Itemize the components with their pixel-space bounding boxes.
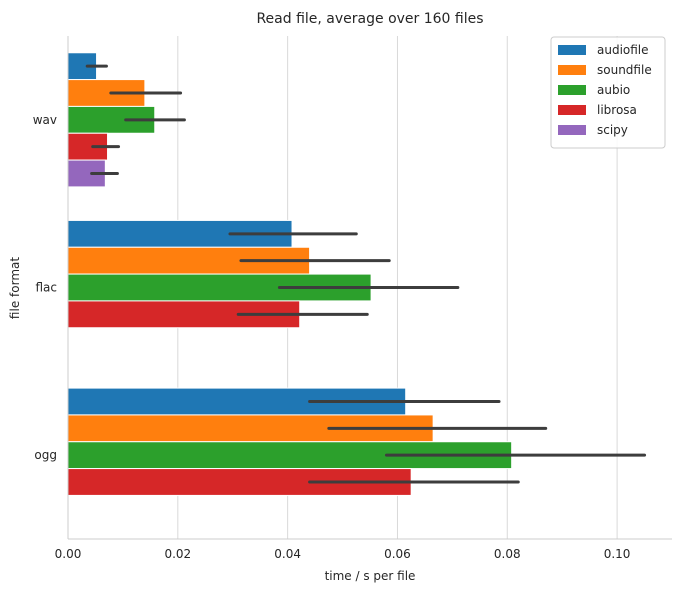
x-tick-label: 0.06 <box>384 547 411 561</box>
error-bars <box>85 64 647 484</box>
y-axis-label: file format <box>8 257 22 319</box>
y-tick-label: wav <box>33 113 57 127</box>
legend-label-aubio: aubio <box>597 83 630 97</box>
axes <box>67 36 672 540</box>
legend-swatch-aubio <box>558 85 586 95</box>
legend-swatch-soundfile <box>558 65 586 75</box>
x-axis-label: time / s per file <box>325 569 416 583</box>
chart-title: Read file, average over 160 files <box>256 11 483 27</box>
legend-label-audiofile: audiofile <box>597 43 649 57</box>
y-tick-labels: wav flac ogg <box>33 113 57 462</box>
legend-swatch-audiofile <box>558 45 586 55</box>
x-tick-label: 0.02 <box>164 547 191 561</box>
legend: audiofile soundfile aubio librosa scipy <box>550 36 666 149</box>
legend-label-librosa: librosa <box>597 103 637 117</box>
legend-box <box>550 36 666 149</box>
legend-items: audiofile soundfile aubio librosa scipy <box>558 43 652 137</box>
y-tick-label: flac <box>35 281 57 295</box>
x-tick-labels: 0.00 0.02 0.04 0.06 0.08 0.10 <box>55 547 631 561</box>
legend-label-scipy: scipy <box>597 123 628 137</box>
legend-label-soundfile: soundfile <box>597 63 652 77</box>
x-tick-label: 0.08 <box>494 547 521 561</box>
legend-swatch-librosa <box>558 105 586 115</box>
x-tick-label: 0.04 <box>274 547 301 561</box>
x-tick-label: 0.10 <box>604 547 631 561</box>
y-tick-label: ogg <box>34 448 57 462</box>
x-tick-label: 0.00 <box>55 547 82 561</box>
legend-swatch-scipy <box>558 125 586 135</box>
